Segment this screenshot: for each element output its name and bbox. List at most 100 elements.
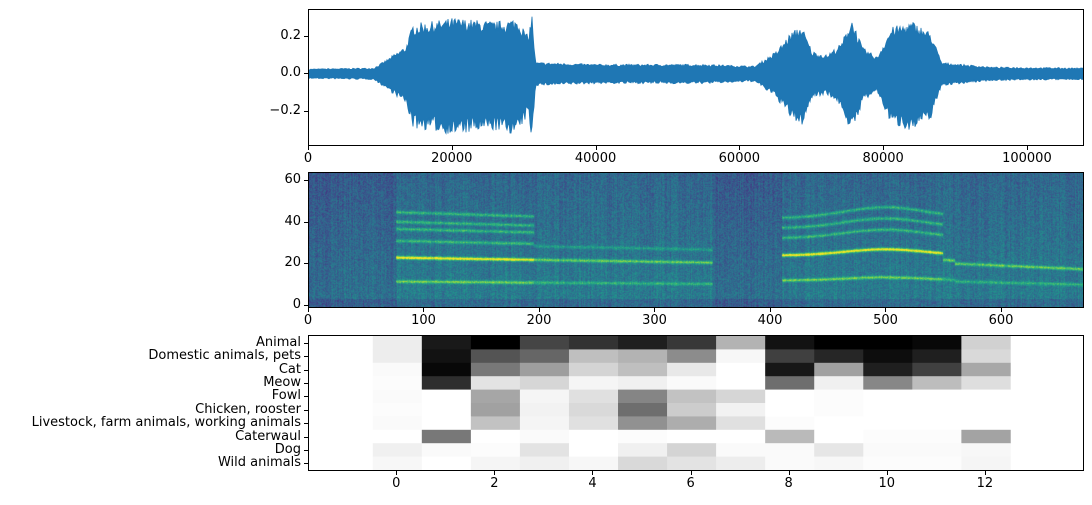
y-tick-mark: [304, 436, 308, 438]
heatmap-cell: [421, 336, 472, 350]
heatmap-cell: [372, 376, 423, 390]
heatmap-cell: [421, 389, 472, 404]
heatmap-cell: [618, 443, 668, 457]
heatmap-cell: [667, 389, 717, 404]
heatmap-cell: [618, 429, 668, 444]
y-tick-mark: [304, 409, 308, 411]
heatmap-cell: [765, 336, 815, 350]
heatmap-cell: [814, 376, 864, 390]
heatmap-cell: [765, 376, 815, 390]
heatmap-cell: [372, 336, 423, 350]
heatmap-cell: [765, 389, 815, 404]
heatmap-cell: [912, 376, 962, 390]
x-tick-mark: [308, 308, 309, 312]
heatmap-cell: [618, 376, 668, 390]
heatmap-cell: [863, 403, 913, 417]
x-tick-label: 12: [976, 476, 994, 491]
heatmap-cell: [765, 429, 815, 444]
heatmap-cell: [618, 389, 668, 404]
heatmap-cell: [765, 416, 815, 431]
y-tick-mark: [304, 36, 308, 38]
y-tick-label: Livestock, farm animals, working animals: [31, 415, 301, 431]
heatmap-cell: [519, 376, 570, 390]
x-tick-mark: [1026, 146, 1028, 150]
heatmap-cell: [372, 429, 423, 444]
y-tick-label: Caterwaul: [235, 428, 301, 444]
heatmap-cell: [961, 403, 1011, 417]
x-tick-mark: [308, 146, 309, 150]
y-tick-label: Fowl: [271, 388, 301, 404]
heatmap-cell: [372, 443, 423, 457]
heatmap-cell: [863, 376, 913, 390]
heatmap-cell: [814, 456, 864, 470]
x-tick-label: 60000: [718, 151, 761, 166]
x-tick-mark: [883, 146, 885, 150]
heatmap-cell: [814, 443, 864, 457]
x-tick-mark: [886, 471, 888, 475]
x-tick-mark: [451, 146, 453, 150]
x-tick-label: 8: [784, 476, 793, 491]
y-tick-label: Animal: [256, 334, 301, 350]
heatmap-cell: [961, 389, 1011, 404]
y-tick-mark: [304, 342, 308, 344]
heatmap-cell: [863, 336, 913, 350]
waveform-axes: [308, 9, 1084, 146]
heatmap-cell: [519, 362, 570, 377]
heatmap-cell: [863, 416, 913, 431]
heatmap-cell: [716, 416, 766, 431]
heatmap-cell: [568, 416, 619, 431]
heatmap-cell: [961, 416, 1011, 431]
heatmap-cell: [912, 349, 962, 364]
heatmap-cell: [716, 443, 766, 457]
heatmap-cell: [519, 336, 570, 350]
x-tick-label: 400: [757, 313, 783, 328]
y-tick-mark: [304, 396, 308, 398]
y-tick-label: 60: [284, 172, 301, 188]
heatmap-cell: [421, 416, 472, 431]
heatmap-cell: [618, 336, 668, 350]
heatmap-cell: [470, 416, 521, 431]
x-tick-label: 80000: [862, 151, 904, 166]
heatmap-cell: [765, 443, 815, 457]
x-tick-mark: [494, 471, 496, 475]
x-tick-mark: [396, 471, 398, 475]
heatmap-cell: [912, 389, 962, 404]
heatmap-cell: [716, 349, 766, 364]
heatmap-cell: [814, 389, 864, 404]
heatmap-cell: [716, 403, 766, 417]
y-tick-mark: [304, 369, 308, 371]
heatmap-cell: [519, 456, 570, 470]
spectrogram-image: [309, 173, 1083, 307]
heatmap-cell: [912, 403, 962, 417]
heatmap-cell: [519, 416, 570, 431]
y-tick-label: Dog: [274, 441, 301, 457]
heatmap-cell: [618, 416, 668, 431]
x-tick-label: 500: [873, 313, 898, 328]
heatmap-cell: [470, 429, 521, 444]
heatmap-cell: [912, 456, 962, 470]
heatmap-cell: [470, 403, 521, 417]
heatmap-cell: [667, 429, 717, 444]
x-tick-label: 6: [686, 476, 695, 491]
y-tick-label: 20: [284, 255, 301, 271]
y-tick-mark: [304, 263, 308, 265]
y-tick-mark: [304, 423, 308, 425]
y-tick-mark: [304, 221, 308, 223]
heatmap-cell: [519, 349, 570, 364]
heatmap-cell: [470, 456, 521, 470]
heatmap-cell: [667, 443, 717, 457]
heatmap-cell: [814, 362, 864, 377]
heatmap-cell: [814, 349, 864, 364]
x-tick-mark: [592, 471, 594, 475]
heatmap-cell: [372, 403, 423, 417]
heatmap-cell: [961, 362, 1011, 377]
heatmap-cell: [568, 429, 619, 444]
heatmap-cell: [667, 403, 717, 417]
heatmap-cell: [568, 376, 619, 390]
heatmap-cell: [961, 349, 1011, 364]
x-tick-mark: [538, 308, 540, 312]
y-tick-label: −0.2: [269, 102, 301, 118]
heatmap-cell: [667, 349, 717, 364]
heatmap-cell: [568, 389, 619, 404]
heatmap-cell: [421, 376, 472, 390]
